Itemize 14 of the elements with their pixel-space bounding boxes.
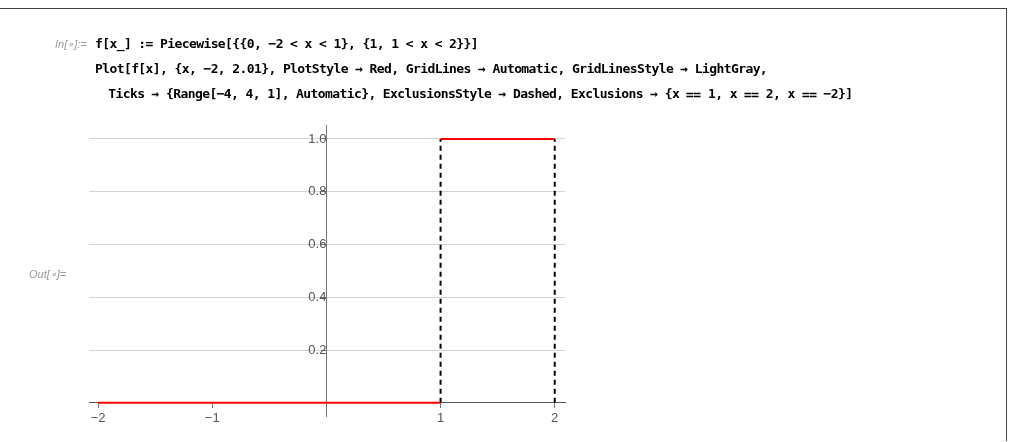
x-tick-label: −2 — [90, 410, 106, 426]
y-tick-label: 0.6 — [308, 236, 327, 252]
text: In[∘]:= — [55, 38, 87, 51]
text: Plot[f[x], {x, −2, 2.01}, PlotStyle → Red, GridLines → Automatic, GridLinesStyle → LightGray, — [95, 61, 768, 76]
y-tick-label: 1.0 — [308, 130, 327, 146]
y-tick-label: 0.4 — [308, 288, 327, 304]
x-tick-label: 1 — [436, 410, 445, 426]
x-tick-label: 2 — [551, 410, 559, 426]
y-tick-label: 0.2 — [308, 341, 327, 357]
x-tick-label: −1 — [204, 410, 220, 426]
text: Out[∘]= — [29, 268, 67, 281]
text: f[x_] := Piecewise[{{0, −2 < x < 1}, {1, 1 < x < 2}}] — [95, 36, 479, 51]
y-tick-label: 0.8 — [308, 183, 327, 199]
text: Ticks → {Range[−4, 4, 1], Automatic}, ExclusionsStyle → Dashed, Exclusions → {x ⩵ 1, x ⩵ 2, x ⩵ −2}] — [107, 86, 853, 102]
